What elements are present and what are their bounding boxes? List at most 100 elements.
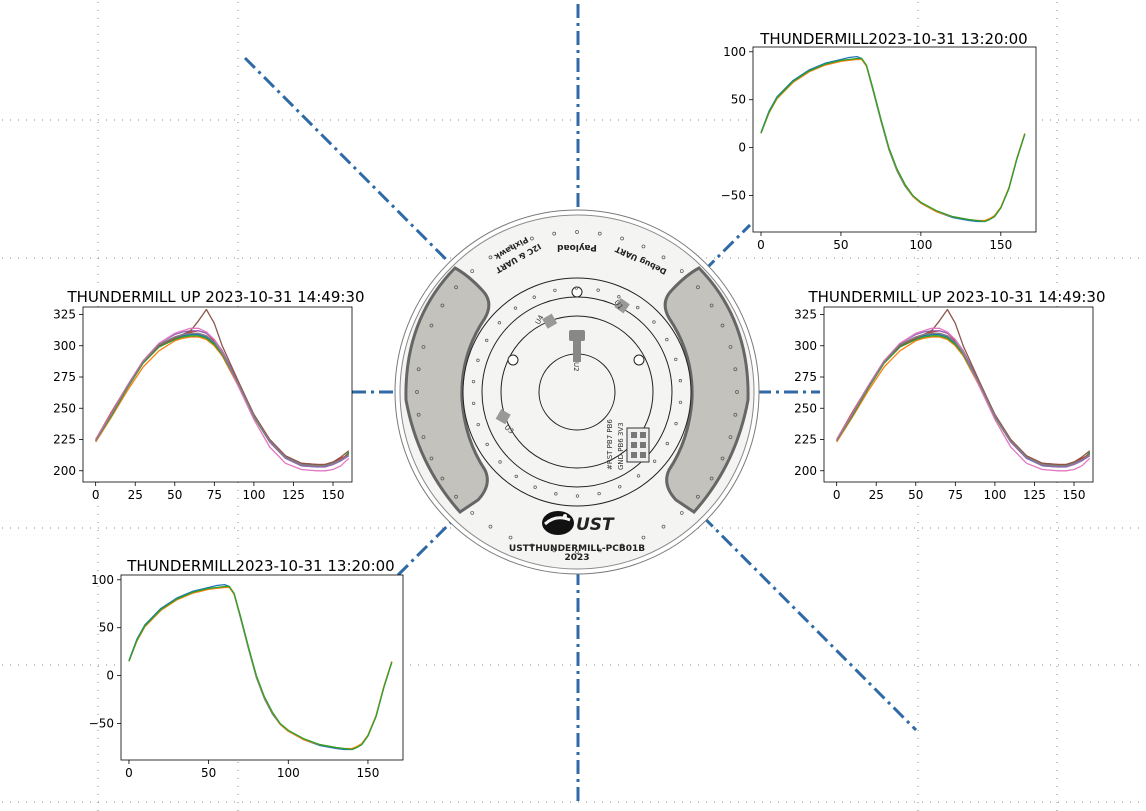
via — [574, 286, 579, 290]
y-tick-label: 100 — [723, 45, 746, 59]
via — [709, 476, 714, 481]
via — [470, 269, 475, 273]
pcb-board: Payload Pixhawk I2C & UART Debug UART U4… — [394, 209, 760, 575]
y-tick-label: 325 — [794, 308, 817, 322]
x-tick-label: 25 — [128, 488, 143, 502]
y-tick-label: 225 — [53, 433, 76, 447]
x-tick-label: 50 — [201, 766, 216, 780]
via — [665, 441, 669, 446]
y-tick-label: 200 — [53, 464, 76, 478]
via — [470, 511, 475, 515]
x-tick-label: 150 — [1063, 488, 1086, 502]
x-tick-label: 50 — [908, 488, 923, 502]
header-pin — [631, 442, 637, 448]
plot-frame — [823, 306, 1094, 483]
y-tick-label: 50 — [731, 93, 746, 107]
y-tick-label: 250 — [53, 401, 76, 415]
series-line-2 — [760, 57, 1026, 223]
board-ring-outer — [462, 277, 692, 507]
x-tick-label: 100 — [277, 766, 300, 780]
left-pad — [404, 266, 491, 514]
via — [678, 400, 683, 405]
via — [440, 476, 445, 481]
via — [641, 535, 646, 540]
series-line-6 — [836, 327, 1091, 472]
y-tick-label: 225 — [794, 433, 817, 447]
chart-middle-left: THUNDERMILL UP 2023-10-31 14:49:30 0 25 50 7… — [53, 288, 364, 502]
y-tick-label: −50 — [721, 189, 746, 203]
y-tick-label: 250 — [794, 401, 817, 415]
x-tick-label: 0 — [125, 766, 133, 780]
x-tick-label: 100 — [242, 488, 265, 502]
label-u4: U4 — [534, 313, 546, 326]
via — [575, 550, 579, 554]
via — [636, 474, 641, 478]
series-line-7 — [836, 332, 1091, 467]
via — [733, 367, 738, 372]
mount-hole-right — [633, 354, 645, 366]
via — [661, 255, 666, 260]
via — [488, 524, 493, 529]
label-u2: U2 — [572, 362, 580, 372]
via — [497, 321, 502, 325]
via — [674, 357, 678, 362]
via — [429, 456, 434, 461]
y-tick-label: 0 — [106, 669, 114, 683]
x-tick-label: 0 — [757, 238, 765, 252]
via — [661, 524, 666, 529]
y-tick-label: 50 — [99, 621, 114, 635]
series-line-7 — [95, 332, 350, 467]
header-pin — [631, 452, 637, 458]
x-tick-label: 50 — [167, 488, 182, 502]
via — [552, 231, 557, 236]
header-pins — [631, 432, 646, 458]
x-tick-label: 0 — [92, 488, 100, 502]
via — [476, 358, 480, 362]
x-tick-label: 125 — [1023, 488, 1046, 502]
via — [596, 288, 600, 292]
mount-hole-top — [571, 286, 583, 298]
via — [533, 485, 537, 489]
via — [720, 323, 725, 328]
chart-title: THUNDERMILL2023-10-31 13:20:00 — [759, 30, 1027, 48]
via — [728, 345, 733, 349]
via — [421, 345, 426, 349]
via — [597, 548, 602, 553]
x-tick-label: 150 — [356, 766, 379, 780]
y-tick-label: 325 — [53, 308, 76, 322]
via — [429, 323, 434, 328]
x-tick-label: 25 — [869, 488, 884, 502]
via — [696, 285, 700, 290]
plots: THUNDERMILL2023-10-31 13:20:00 0 50 100 150 1… — [53, 30, 1105, 780]
series-line-6 — [95, 327, 350, 472]
series-line-2 — [128, 585, 393, 751]
plot-background — [83, 307, 352, 482]
x-tick-label: 150 — [989, 238, 1012, 252]
via — [665, 337, 669, 342]
y-tick-label: 275 — [53, 370, 76, 384]
y-tick-label: 300 — [794, 339, 817, 353]
via — [652, 320, 656, 324]
via — [641, 244, 646, 249]
label-payload: Payload — [557, 242, 597, 252]
header-pin — [640, 452, 646, 458]
via — [508, 535, 513, 540]
plot-frame — [752, 46, 1037, 233]
label-header-row2: GND PB6 3V3 — [617, 422, 625, 470]
chip-u4 — [542, 313, 558, 329]
mount-hole-left — [507, 354, 519, 366]
via — [709, 303, 714, 308]
via — [513, 306, 518, 310]
plot-frame — [120, 574, 404, 761]
right-pad — [663, 266, 750, 514]
via — [530, 236, 534, 241]
via — [575, 230, 579, 234]
chart-bottom-left: THUNDERMILL2023-10-31 13:20:00 0 50 100 150 1… — [89, 557, 404, 780]
header-pin — [640, 432, 646, 438]
via — [554, 492, 558, 496]
via — [476, 422, 480, 427]
chart-middle-right: THUNDERMILL UP 2023-10-31 14:49:30 0 25 50 7… — [794, 288, 1105, 502]
via — [485, 338, 489, 343]
board-ring-inner — [500, 315, 654, 469]
board-name: USTTHUNDERMILL-PCB01B — [509, 544, 645, 554]
